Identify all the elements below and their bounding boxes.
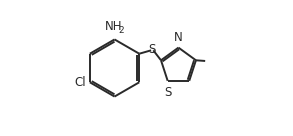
Text: NH: NH — [105, 20, 122, 33]
Text: S: S — [149, 43, 156, 56]
Text: Cl: Cl — [75, 76, 86, 89]
Text: 2: 2 — [118, 26, 124, 35]
Text: S: S — [164, 86, 171, 99]
Text: N: N — [174, 31, 183, 44]
